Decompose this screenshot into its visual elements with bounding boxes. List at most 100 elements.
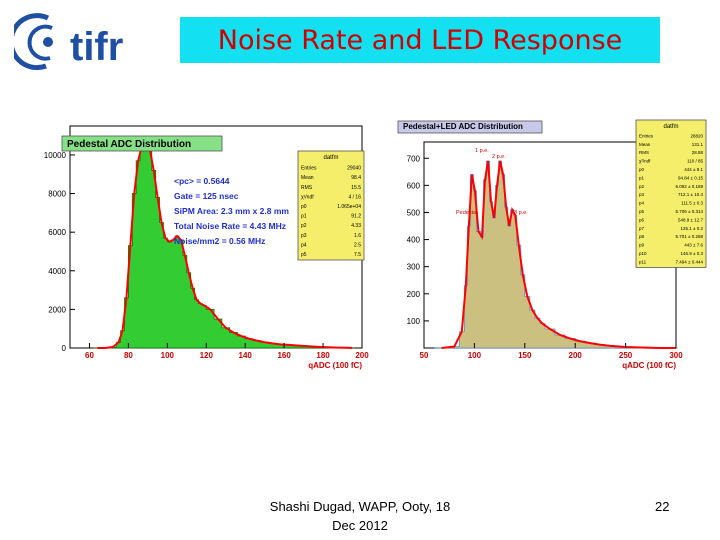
page-number: 22 [655,499,670,514]
tifr-logo: tifr [8,8,146,74]
annotation-text: SiPM Area: 2.3 mm x 2.8 mm [174,206,289,216]
annotation-text: Noise/mm2 = 0.56 MHz [174,236,265,246]
stats-value: 443 ± 7.6 [684,243,703,248]
stats-label: p0 [301,204,307,210]
stats-value: 29040 [347,166,361,172]
stats-value: 4 / 16 [348,194,361,200]
peak-label: Pedestal [456,210,477,216]
stats-value: 712.1 ± 10.4 [678,192,703,197]
stats-label: p2 [639,184,645,189]
x-tick-label: 120 [200,351,214,360]
stats-label: RMS [301,185,313,191]
fit-curve [97,139,353,349]
chart-title-box [61,135,223,152]
stats-label: p1 [301,214,307,220]
chart-title: Pedestal+LED ADC Distribution [403,122,523,131]
stats-value: 110 / 85 [687,159,703,164]
y-tick-label: 300 [407,263,421,272]
peak-label: 3 p.e. [514,210,528,216]
chart-title-box [397,120,543,134]
peak-label: 2 p.e. [492,154,506,160]
stats-value: 5.701 ± 0.288 [676,234,704,239]
stats-value: 125.1 ± 0.2 [681,226,704,231]
footer: Shashi Dugad, WAPP, Ooty, 18 Dec 2012 [230,497,490,535]
y-tick-label: 2000 [48,305,66,314]
peak-label: 1 p.e. [475,148,489,154]
stats-label: p0 [639,167,645,172]
slide-title: Noise Rate and LED Response [217,24,623,56]
y-tick-label: 4000 [48,267,66,276]
stats-value: 548.9 ± 12.7 [678,217,703,222]
stats-label: p10 [639,251,647,256]
stats-value: 15.5 [351,185,361,191]
stats-label: Entries [639,133,654,138]
stats-label: Entries [301,166,317,172]
stats-value: 7.494 ± 0.444 [676,259,704,264]
x-tick-label: 200 [355,351,369,360]
fit-curve [441,160,676,349]
stats-value: 28.88 [692,150,704,155]
annotation-text: <pc> = 0.5644 [174,176,230,186]
stats-label: p8 [639,234,645,239]
x-tick-label: 60 [85,351,94,360]
stats-label: p4 [301,242,307,248]
footer-line1: Shashi Dugad, WAPP, Ooty, 18 [269,499,451,514]
stats-value: 1.6 [354,233,361,239]
stats-value: 131.1 [692,142,704,147]
y-tick-label: 700 [407,154,421,163]
stats-label: Mean [639,142,651,147]
x-tick-label: 180 [316,351,330,360]
stats-box-title: datfm [323,155,338,161]
stats-value: 5.706 ± 0.314 [676,209,704,214]
stats-value: 94.84 ± 0.15 [678,175,703,180]
stats-label: p3 [301,233,307,239]
stats-label: p2 [301,223,307,229]
y-tick-label: 400 [407,236,421,245]
y-tick-label: 600 [407,181,421,190]
y-tick-label: 500 [407,208,421,217]
stats-value: 111.5 ± 0.3 [681,201,703,206]
stats-label: p4 [639,201,645,206]
stats-label: p5 [639,209,645,214]
x-tick-label: 300 [669,351,683,360]
stats-label: p6 [639,217,645,222]
stats-label: p1 [639,175,645,180]
stats-value: 7.5 [354,252,361,258]
stats-value: 1.065e+04 [337,204,361,210]
stats-label: p3 [639,192,645,197]
stats-label: χ²/ndf [301,194,314,200]
stats-value: 91.2 [351,214,361,220]
stats-label: p9 [639,243,645,248]
x-tick-label: 140 [239,351,253,360]
stats-value: 4.33 [351,223,361,229]
x-tick-label: 160 [277,351,291,360]
x-axis-label: qADC (100 fC) [622,361,676,370]
annotation-text: Gate = 125 nsec [174,191,239,201]
y-tick-label: 200 [407,290,421,299]
stats-label: χ²/ndf [639,159,651,164]
stats-box-title: datfm [663,124,678,130]
x-tick-label: 250 [619,351,633,360]
stats-value: 28820 [690,133,703,138]
stats-label: p11 [639,259,647,264]
x-tick-label: 150 [518,351,532,360]
x-tick-label: 200 [569,351,583,360]
y-tick-label: 10000 [44,151,67,160]
pedestal-adc-chart: 60 80 100 120 140 160 180 200 0 2000 4000 6000 8000 1… [30,118,378,370]
y-tick-label: 0 [62,344,67,353]
stats-label: RMS [639,150,649,155]
x-axis-label: qADC (100 fC) [308,361,362,370]
x-tick-label: 50 [420,351,429,360]
y-tick-label: 6000 [48,228,66,237]
annotation-text: Total Noise Rate = 4.43 MHz [174,221,286,231]
stats-box [635,119,707,268]
footer-line2: Dec 2012 [332,518,388,533]
stats-value: 146.9 ± 0.3 [681,251,704,256]
stats-value: 2.5 [354,242,361,248]
title-box: Noise Rate and LED Response [180,17,660,63]
y-tick-label: 100 [407,317,421,326]
stats-label: Mean [301,175,314,181]
stats-label: p5 [301,252,307,258]
y-tick-label: 8000 [48,190,66,199]
stats-value: 444 ± 9.1 [684,167,703,172]
